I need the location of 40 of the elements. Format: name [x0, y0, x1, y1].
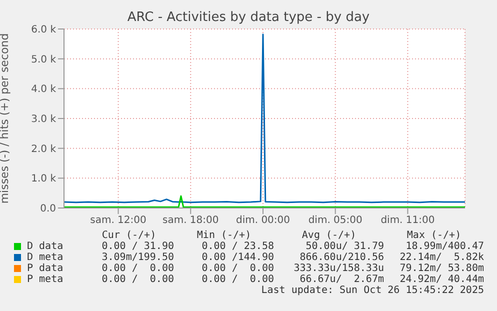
text: 0.00 / 0.00 — [100, 274, 174, 285]
x-tick-label: dim. 00:00 — [236, 215, 290, 226]
text: 866.60u/210.56 — [298, 252, 384, 263]
text: 0.00 / 0.00 — [200, 263, 274, 274]
y-tick-label: 2.0 k — [31, 144, 56, 155]
text: 24.92m/ 40.44m — [398, 274, 484, 285]
text: 333.33u/158.33u — [292, 263, 384, 274]
text: 66.67u/ 2.67m — [298, 274, 384, 285]
text: 0.00 / 23.58 — [200, 241, 274, 252]
text: 0.00 / 0.00 — [200, 274, 274, 285]
text: Cur (-/+) — [100, 230, 158, 241]
y-tick-label: 0.0 — [40, 204, 56, 215]
legend-label: D meta — [27, 252, 64, 263]
y-tick-label: 5.0 k — [31, 54, 56, 66]
text: 18.99m/400.47 — [404, 241, 484, 252]
legend-label: P data — [27, 263, 64, 274]
legend-label: D data — [27, 241, 64, 252]
text: 0.00 / 31.90 — [100, 241, 174, 252]
x-tick-label: sam. 12:00 — [90, 215, 146, 226]
text: 0.00 /144.90 — [200, 252, 274, 263]
y-axis-title: misses (-) / hits (+) per second — [0, 33, 11, 204]
y-tick-label: 6.0 k — [31, 24, 56, 36]
line-series — [64, 34, 465, 204]
y-tick-label: 3.0 k — [31, 114, 56, 126]
y-tick-label: 4.0 k — [31, 84, 56, 96]
text: 50.00u/ 31.79 — [304, 241, 384, 252]
text: Avg (-/+) — [300, 230, 358, 241]
x-tick-label: dim. 11:00 — [380, 215, 435, 226]
text: Last update: Sun Oct 26 15:45:22 2025 — [260, 285, 484, 296]
chart-title: ARC - Activities by data type - by day — [126, 9, 371, 25]
text: 79.12m/ 53.80m — [398, 263, 484, 274]
legend-label: P meta — [27, 274, 64, 285]
x-tick-label: sam. 18:00 — [162, 215, 219, 226]
text: Min (-/+) — [196, 230, 252, 241]
text: 22.14m/ 5.82k — [398, 252, 484, 263]
text: 3.09m/199.50 — [100, 252, 174, 263]
y-tick-label: 1.0 k — [31, 174, 56, 185]
text: Max (-/+) — [406, 230, 462, 241]
text: 0.00 / 0.00 — [100, 263, 174, 274]
x-tick-label: dim. 05:00 — [308, 215, 362, 226]
